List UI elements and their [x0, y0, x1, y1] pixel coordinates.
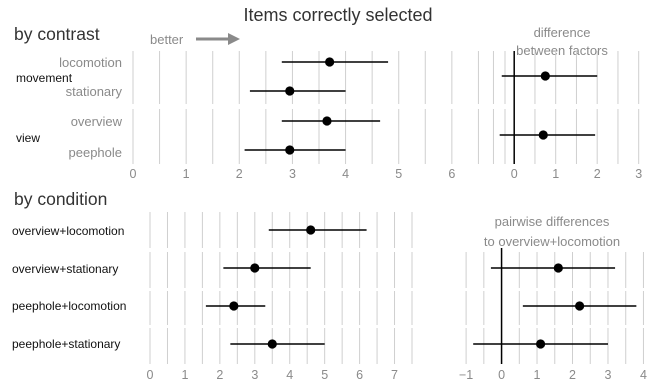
tick-label-difference: 1	[552, 167, 559, 181]
tick-label-pairwise: 1	[534, 368, 541, 382]
tick-label-contrast: 0	[130, 167, 137, 181]
tick-label-condition: 4	[286, 368, 293, 382]
point-pairwise-0	[553, 263, 563, 273]
tick-label-condition: 3	[251, 368, 258, 382]
tick-label-contrast: 3	[289, 167, 296, 181]
tick-label-contrast: 6	[448, 167, 455, 181]
panel-title-difference-line2: between factors	[516, 43, 608, 58]
tick-label-pairwise: −1	[459, 368, 473, 382]
row-label-overview-locomotion: overview+locomotion	[12, 224, 124, 238]
tick-label-pairwise: 4	[640, 368, 647, 382]
point-condition-2	[229, 301, 239, 311]
tick-label-difference: 0	[511, 167, 518, 181]
tick-label-condition: 0	[147, 368, 154, 382]
tick-label-condition: 6	[356, 368, 363, 382]
better-arrow	[196, 33, 240, 45]
tick-label-pairwise: 2	[569, 368, 576, 382]
tick-label-pairwise: 3	[605, 368, 612, 382]
row-label-overview-stationary: overview+stationary	[12, 262, 118, 276]
panel-title-difference-line1: difference	[534, 25, 591, 40]
point-contrast-1	[285, 86, 295, 96]
tick-label-contrast: 5	[395, 167, 402, 181]
point-difference-0	[540, 71, 550, 81]
row-label-peephole-stationary: peephole+stationary	[12, 337, 120, 351]
tick-label-condition: 5	[321, 368, 328, 382]
tick-label-difference: 2	[594, 167, 601, 181]
row-label-stationary: stationary	[66, 84, 123, 99]
section-title-by-contrast: by contrast	[14, 24, 100, 44]
section-title-by-condition: by condition	[14, 189, 107, 209]
point-contrast-3	[285, 145, 295, 155]
row-label-peephole: peephole	[69, 145, 123, 160]
tick-label-condition: 7	[391, 368, 398, 382]
group-label-movement: movement	[16, 71, 73, 85]
group-label-view: view	[16, 131, 40, 145]
point-condition-0	[306, 225, 316, 235]
row-label-locomotion: locomotion	[59, 55, 122, 70]
tick-label-condition: 2	[216, 368, 223, 382]
point-contrast-0	[325, 57, 335, 67]
tick-label-difference: 3	[635, 167, 642, 181]
tick-label-condition: 1	[181, 368, 188, 382]
row-label-overview: overview	[71, 114, 123, 129]
chart-title: Items correctly selected	[243, 5, 432, 25]
tick-label-contrast: 1	[183, 167, 190, 181]
row-label-peephole-locomotion: peephole+locomotion	[12, 299, 126, 313]
tick-label-pairwise: 0	[498, 368, 505, 382]
tick-label-contrast: 2	[236, 167, 243, 181]
point-contrast-2	[322, 116, 332, 126]
point-pairwise-2	[535, 339, 546, 349]
point-condition-3	[267, 339, 277, 349]
point-difference-1	[538, 130, 548, 140]
panel-title-pairwise-line1: pairwise differences	[495, 214, 610, 229]
point-condition-1	[250, 263, 260, 273]
point-pairwise-1	[575, 301, 585, 311]
tick-label-contrast: 4	[342, 167, 349, 181]
panel-title-pairwise-line2: to overview+locomotion	[484, 234, 620, 249]
better-label: better	[150, 32, 184, 47]
